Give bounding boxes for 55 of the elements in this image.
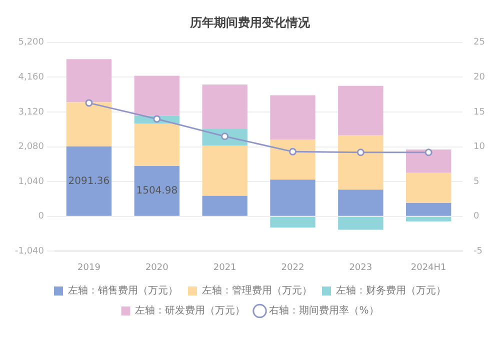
point xyxy=(288,148,296,156)
bar xyxy=(406,149,452,173)
point xyxy=(356,148,364,156)
y-tick-label: 0 xyxy=(38,212,44,222)
point xyxy=(221,132,229,140)
bar xyxy=(66,59,112,102)
bar xyxy=(338,86,384,136)
x-tick-label: 2024H1 xyxy=(410,262,446,273)
y2-tick-label: 0 xyxy=(474,212,480,222)
data-label: 1504.98 xyxy=(136,186,178,197)
y2-tick-label: 10 xyxy=(474,142,486,152)
x-tick-label: 2021 xyxy=(213,262,236,273)
legend-label: 左轴：研发费用（万元） xyxy=(135,304,246,317)
x-tick-label: 2019 xyxy=(78,262,101,273)
point xyxy=(85,99,93,107)
y-tick-label: 5,200 xyxy=(18,38,44,48)
y-tick-label: 1,040 xyxy=(18,176,44,187)
bar xyxy=(270,140,316,180)
y-tick-label: 3,120 xyxy=(18,107,44,118)
legend-label: 右轴：期间费用率（%） xyxy=(269,304,379,317)
bar xyxy=(134,166,180,216)
y2-tick-label: 15 xyxy=(474,107,485,118)
y-tick-label: 4,160 xyxy=(18,72,44,83)
bar xyxy=(270,216,316,228)
y2-tick-label: 25 xyxy=(474,38,485,48)
x-tick-label: 2023 xyxy=(349,262,372,273)
y-tick-label: -1,040 xyxy=(14,246,44,257)
legend-label: 左轴：财务费用（万元） xyxy=(336,284,446,297)
bar xyxy=(202,146,248,196)
bar xyxy=(270,180,316,216)
x-tick-label: 2022 xyxy=(281,262,304,273)
data-label: 2091.36 xyxy=(68,176,110,187)
bar xyxy=(134,76,180,116)
bar xyxy=(338,190,384,216)
y2-tick-label: -5 xyxy=(474,246,483,257)
bar xyxy=(338,216,384,230)
bar xyxy=(134,124,180,166)
bar xyxy=(202,196,248,216)
point xyxy=(424,148,432,156)
bar xyxy=(270,95,316,140)
legend-label: 左轴：管理费用（万元） xyxy=(202,284,312,297)
bar xyxy=(406,172,452,204)
y-tick-label: 2,080 xyxy=(18,142,44,152)
y2-tick-label: 20 xyxy=(474,72,486,83)
bar xyxy=(202,84,248,129)
bar xyxy=(66,146,112,216)
x-tick-label: 2020 xyxy=(145,262,169,273)
legend-label: 左轴：销售费用（万元） xyxy=(68,284,178,297)
point xyxy=(153,115,161,123)
bar xyxy=(406,203,452,216)
chart-title: 历年期间费用变化情况 xyxy=(189,15,311,30)
bar xyxy=(66,102,112,146)
bar xyxy=(338,135,384,190)
y2-tick-label: 5 xyxy=(474,176,480,187)
bar xyxy=(406,216,452,222)
